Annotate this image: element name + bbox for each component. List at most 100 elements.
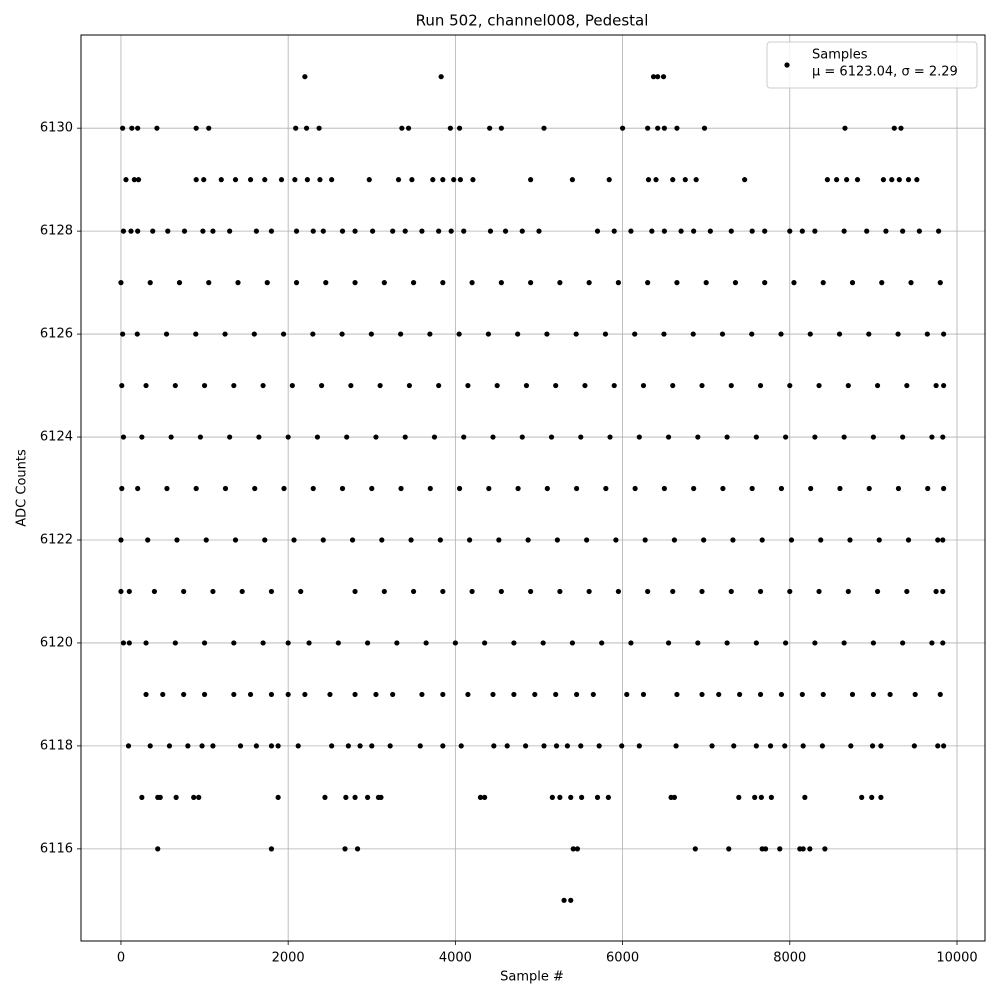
point xyxy=(788,537,795,543)
point xyxy=(310,331,316,337)
point xyxy=(568,897,574,903)
point xyxy=(653,177,659,183)
point xyxy=(582,382,588,389)
point xyxy=(912,691,918,698)
point xyxy=(291,537,297,543)
point xyxy=(799,228,805,234)
point xyxy=(145,537,151,543)
y-axis-label: ADC Counts xyxy=(15,449,30,527)
point xyxy=(458,743,464,749)
point xyxy=(381,280,387,286)
y-tick-label: 6130 xyxy=(40,121,73,136)
point xyxy=(143,382,149,389)
point xyxy=(268,846,275,852)
point xyxy=(762,228,768,234)
point xyxy=(607,434,613,440)
point xyxy=(466,537,473,543)
point xyxy=(759,537,765,543)
point xyxy=(519,434,525,440)
point xyxy=(728,382,734,389)
point xyxy=(172,382,178,389)
point xyxy=(302,74,308,80)
point xyxy=(905,537,912,543)
point xyxy=(201,382,208,389)
point xyxy=(602,331,609,337)
point xyxy=(876,537,882,543)
point xyxy=(690,331,696,337)
plot-frame xyxy=(80,34,986,942)
point xyxy=(791,280,797,286)
point xyxy=(859,794,865,800)
point xyxy=(398,485,404,492)
point xyxy=(498,125,504,131)
point xyxy=(753,434,759,440)
point xyxy=(342,846,348,852)
point xyxy=(163,331,170,337)
point xyxy=(369,743,375,749)
point xyxy=(295,743,301,749)
point xyxy=(822,846,828,852)
point xyxy=(701,125,708,131)
point xyxy=(206,280,212,286)
point xyxy=(352,228,358,234)
point xyxy=(320,537,326,543)
point xyxy=(757,382,764,389)
point xyxy=(699,382,705,389)
point xyxy=(800,846,806,852)
point xyxy=(898,125,904,131)
point xyxy=(135,177,142,183)
point xyxy=(682,177,688,183)
point xyxy=(120,331,126,337)
point xyxy=(352,794,358,800)
point xyxy=(128,228,134,234)
point xyxy=(532,691,538,698)
point xyxy=(665,640,672,646)
point xyxy=(193,177,199,183)
point xyxy=(166,743,173,749)
point xyxy=(298,588,304,595)
point xyxy=(941,743,947,749)
point xyxy=(335,640,341,646)
point xyxy=(787,228,793,234)
point xyxy=(262,537,268,543)
point xyxy=(235,280,241,286)
point xyxy=(417,743,423,749)
point xyxy=(645,280,651,286)
point xyxy=(940,588,946,595)
point xyxy=(482,640,488,646)
point xyxy=(820,280,826,286)
point xyxy=(561,897,567,903)
point xyxy=(549,794,555,800)
point xyxy=(870,640,876,646)
point xyxy=(553,743,560,749)
point xyxy=(802,794,808,800)
point xyxy=(564,743,571,749)
point xyxy=(642,537,648,543)
point xyxy=(275,794,281,800)
point xyxy=(494,382,500,389)
point xyxy=(749,331,755,337)
point xyxy=(891,125,897,131)
point xyxy=(206,125,212,131)
point xyxy=(905,177,912,183)
point xyxy=(568,794,574,800)
point xyxy=(262,177,268,183)
point xyxy=(693,177,699,183)
point xyxy=(203,537,209,543)
point xyxy=(322,794,328,800)
point xyxy=(354,846,361,852)
point xyxy=(440,280,446,286)
point xyxy=(310,485,316,492)
point xyxy=(316,125,322,131)
point xyxy=(191,794,197,800)
point xyxy=(632,331,638,337)
point xyxy=(720,485,726,492)
point xyxy=(486,485,492,492)
point xyxy=(210,228,216,234)
point xyxy=(719,331,726,337)
point xyxy=(661,125,667,131)
point xyxy=(523,382,530,389)
point xyxy=(594,794,601,800)
point xyxy=(692,846,698,852)
point xyxy=(824,177,831,183)
